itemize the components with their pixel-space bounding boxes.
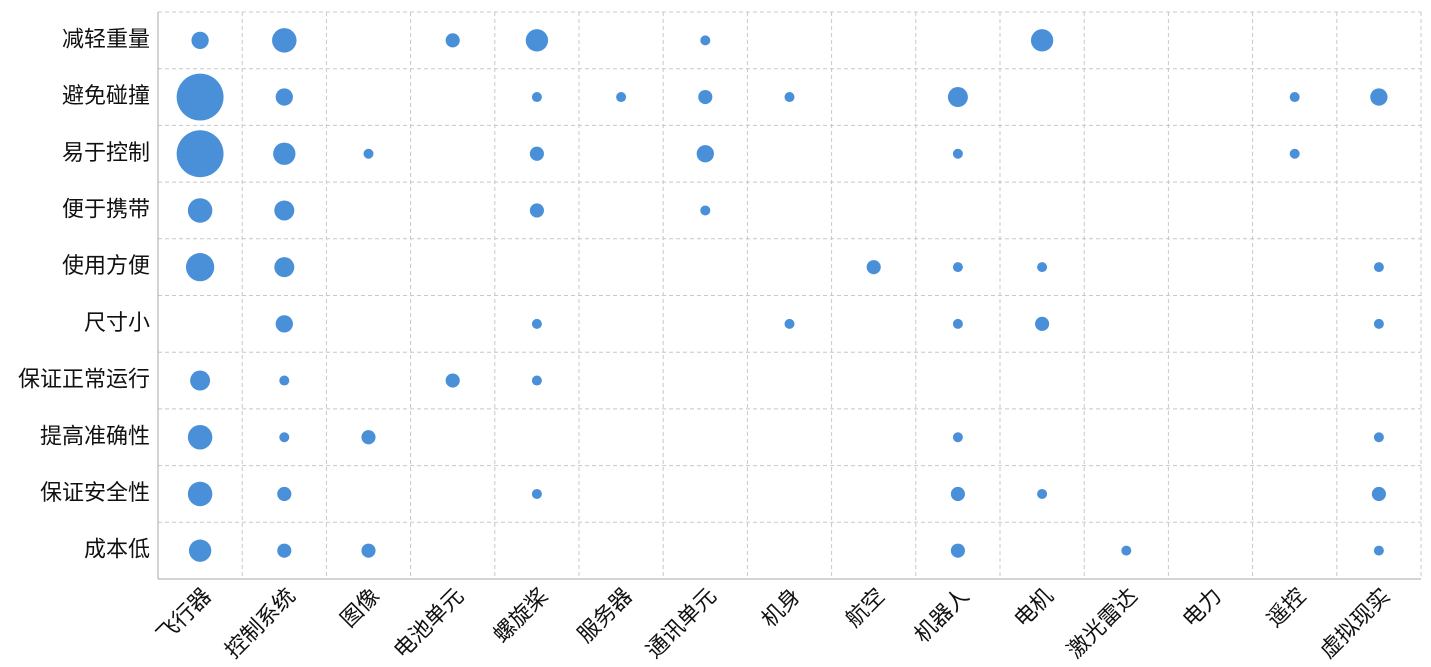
bubble <box>177 130 224 177</box>
bubble <box>446 373 460 387</box>
bubble <box>532 376 542 386</box>
bubble <box>191 32 208 49</box>
bubble <box>1374 546 1384 556</box>
y-tick-label: 尺寸小 <box>84 311 150 336</box>
bubble <box>189 539 211 561</box>
bubble <box>1374 262 1384 272</box>
bubble <box>1370 88 1387 105</box>
bubble <box>177 74 224 121</box>
y-tick-label: 提高准确性 <box>40 424 150 449</box>
bubble <box>532 489 542 499</box>
bubble <box>1031 29 1053 51</box>
bubble <box>279 376 289 386</box>
bubble <box>277 544 291 558</box>
bubble <box>361 430 375 444</box>
x-tick-label: 电池单元 <box>389 584 469 664</box>
bubble <box>953 432 963 442</box>
bubble <box>364 149 374 159</box>
bubble <box>1290 149 1300 159</box>
bubble <box>188 425 212 449</box>
bubble <box>277 487 291 501</box>
bubble <box>697 145 714 162</box>
bubble <box>532 319 542 329</box>
x-tick-label: 虚拟现实 <box>1315 584 1395 664</box>
x-tick-label: 遥控 <box>1262 584 1311 633</box>
x-tick-label: 螺旋桨 <box>489 584 553 648</box>
bubble <box>785 319 795 329</box>
y-tick-label: 成本低 <box>84 538 150 563</box>
bubble <box>190 371 210 391</box>
bubble <box>700 205 710 215</box>
bubble <box>867 260 881 274</box>
bubble <box>1037 262 1047 272</box>
bubble <box>616 92 626 102</box>
bubble <box>951 487 965 501</box>
x-tick-label: 机身 <box>757 584 806 633</box>
y-tick-label: 便于携带 <box>62 197 150 222</box>
x-tick-label: 服务器 <box>573 584 637 648</box>
y-tick-label: 使用方便 <box>62 254 150 279</box>
x-tick-label: 通讯单元 <box>642 584 722 664</box>
bubble <box>272 28 296 52</box>
bubble <box>948 87 968 107</box>
bubble <box>1121 546 1131 556</box>
x-tick-label: 机器人 <box>910 584 974 648</box>
bubble <box>698 90 712 104</box>
bubble <box>1372 487 1386 501</box>
y-tick-label: 保证正常运行 <box>18 368 150 393</box>
bubble <box>274 257 294 277</box>
x-tick-label: 图像 <box>336 584 385 633</box>
bubble <box>1374 432 1384 442</box>
bubble <box>700 35 710 45</box>
x-tick-label: 激光雷达 <box>1063 584 1143 664</box>
chart: 减轻重量避免碰撞易于控制便于携带使用方便尺寸小保证正常运行提高准确性保证安全性成… <box>0 0 1431 667</box>
x-tick-label: 航空 <box>841 584 890 633</box>
bubble <box>279 432 289 442</box>
bubble <box>1037 489 1047 499</box>
bubble <box>188 198 212 222</box>
bubble <box>526 29 548 51</box>
bubble <box>1290 92 1300 102</box>
bubble <box>188 482 212 506</box>
y-tick-label: 避免碰撞 <box>62 84 150 109</box>
bubble <box>274 200 294 220</box>
bubble <box>1374 319 1384 329</box>
bubble <box>446 33 460 47</box>
bubble <box>532 92 542 102</box>
x-tick-label: 电力 <box>1178 584 1227 633</box>
x-tick-label: 控制系统 <box>221 584 301 664</box>
bubble <box>276 315 293 332</box>
bubble <box>953 262 963 272</box>
x-tick-label: 飞行器 <box>152 584 216 648</box>
bubble <box>530 203 544 217</box>
bubble <box>785 92 795 102</box>
y-tick-label: 减轻重量 <box>62 27 150 52</box>
bubble <box>276 88 293 105</box>
bubble <box>951 544 965 558</box>
bubble <box>361 544 375 558</box>
bubble <box>186 253 214 281</box>
y-tick-label: 保证安全性 <box>40 481 150 506</box>
bubble <box>953 319 963 329</box>
bubble <box>953 149 963 159</box>
bubble <box>273 143 295 165</box>
bubble <box>530 147 544 161</box>
bubble <box>1035 317 1049 331</box>
x-tick-label: 电机 <box>1010 584 1059 633</box>
y-tick-label: 易于控制 <box>62 141 150 166</box>
